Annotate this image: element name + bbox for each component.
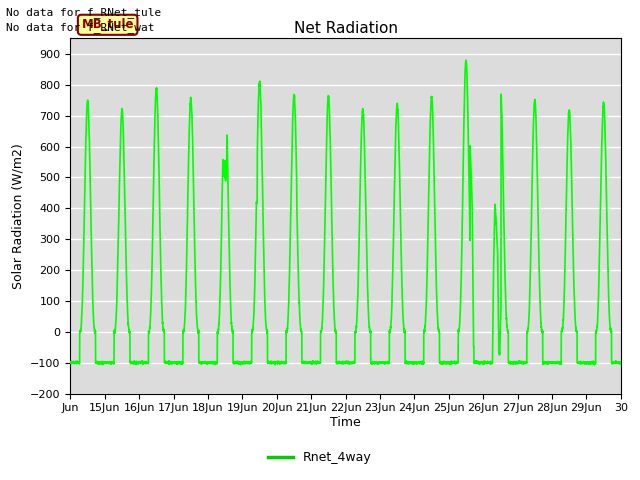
Text: No data for f_RNet_tule: No data for f_RNet_tule	[6, 7, 162, 18]
Legend: Rnet_4way: Rnet_4way	[263, 446, 377, 469]
Text: No data for f_RNet_wat: No data for f_RNet_wat	[6, 22, 155, 33]
X-axis label: Time: Time	[330, 416, 361, 429]
Y-axis label: Solar Radiation (W/m2): Solar Radiation (W/m2)	[12, 143, 24, 289]
Text: MB_tule: MB_tule	[81, 18, 134, 31]
Title: Net Radiation: Net Radiation	[294, 21, 397, 36]
